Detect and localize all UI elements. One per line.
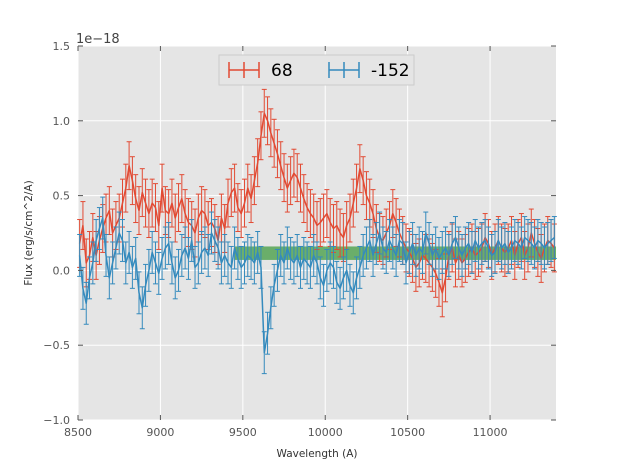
y-tick-label: −1.0 — [43, 414, 70, 427]
y-axis-label: Flux (erg/s/cm^2/A) — [23, 180, 35, 285]
legend-key-neg152 — [328, 62, 360, 78]
x-tick-label: 10000 — [308, 426, 343, 439]
series-line — [78, 217, 555, 354]
y-tick-label: 1.0 — [53, 115, 71, 128]
x-tick-label: 11000 — [473, 426, 508, 439]
legend-label-neg152: -152 — [371, 61, 410, 81]
legend: 68 -152 — [218, 54, 415, 86]
y-tick-label: 1.5 — [53, 40, 71, 53]
series-layer — [77, 88, 557, 375]
y-tick-label: 0.5 — [53, 190, 71, 203]
ticks: 8500 9000 9500 10000 10500 11000 −1.0 −0.5 0.0 0.… — [43, 40, 556, 439]
series-1 — [77, 196, 557, 375]
x-tick-label: 8500 — [64, 426, 92, 439]
x-axis-label: Wavelength (A) — [276, 448, 357, 460]
legend-key-68 — [228, 62, 260, 78]
x-tick-label: 10500 — [390, 426, 425, 439]
legend-label-68: 68 — [271, 61, 293, 81]
y-tick-label: 0.0 — [53, 264, 71, 277]
x-tick-label: 9000 — [146, 426, 174, 439]
y-offset-label: 1e−18 — [76, 32, 120, 47]
x-tick-label: 9500 — [229, 426, 257, 439]
y-tick-label: −0.5 — [43, 339, 70, 352]
